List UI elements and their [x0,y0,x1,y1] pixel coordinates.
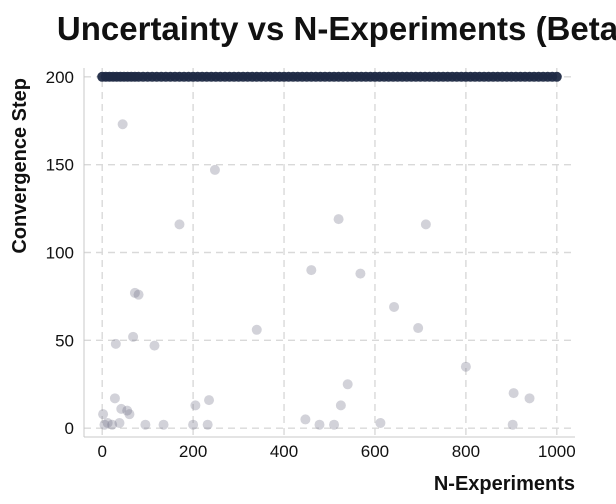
data-point [116,403,127,414]
data-point [333,214,344,225]
y-tick-label: 200 [46,68,74,87]
data-point [98,409,109,420]
data-point [209,164,220,175]
grid [84,68,575,437]
data-point [342,379,353,390]
data-points [97,71,562,430]
data-point [551,71,562,82]
x-axis-label: N-Experiments [434,473,575,495]
data-point [460,361,471,372]
data-point [128,331,139,342]
data-point [102,417,113,428]
data-point [109,393,120,404]
data-point [389,301,400,312]
y-axis-label: Convergence Step [9,78,31,254]
data-point [124,409,135,420]
data-point [329,419,340,430]
x-tick-label: 1000 [538,442,576,461]
data-point [413,323,424,334]
x-tick-label: 400 [270,442,298,461]
chart-title: Uncertainty vs N-Experiments (Beta) [57,10,616,47]
data-point [158,419,169,430]
x-tick-label: 200 [179,442,207,461]
data-point [420,219,431,230]
data-point [129,287,140,298]
data-point [306,265,317,276]
y-tick-label: 150 [46,156,74,175]
data-point [99,419,110,430]
data-point [133,289,144,300]
data-point [204,395,215,406]
axes [83,68,575,438]
data-point [251,324,262,335]
data-point [149,340,160,351]
data-point [122,405,133,416]
tick-labels: 0 200 400 600 800 1000 0 50 100 150 200 [46,68,576,461]
y-tick-label: 50 [55,331,74,350]
x-tick-label: 0 [97,442,106,461]
scattered-series [98,119,535,430]
data-point [507,419,518,430]
y-tick-label: 100 [46,244,74,263]
data-point [524,393,535,404]
data-point [110,338,121,349]
data-point [375,417,386,428]
data-point [117,119,128,130]
data-point [508,388,519,399]
data-point [202,419,213,430]
data-point [140,419,151,430]
data-point [314,419,325,430]
x-tick-label: 600 [361,442,389,461]
saturated-series [97,71,562,82]
x-tick-label: 800 [452,442,480,461]
data-point [174,219,185,230]
data-point [107,419,118,430]
data-point [355,268,366,279]
data-point [188,419,199,430]
data-point [114,417,125,428]
data-point [335,400,346,411]
data-point [300,414,311,425]
y-tick-label: 0 [65,419,74,438]
data-point [190,400,201,411]
